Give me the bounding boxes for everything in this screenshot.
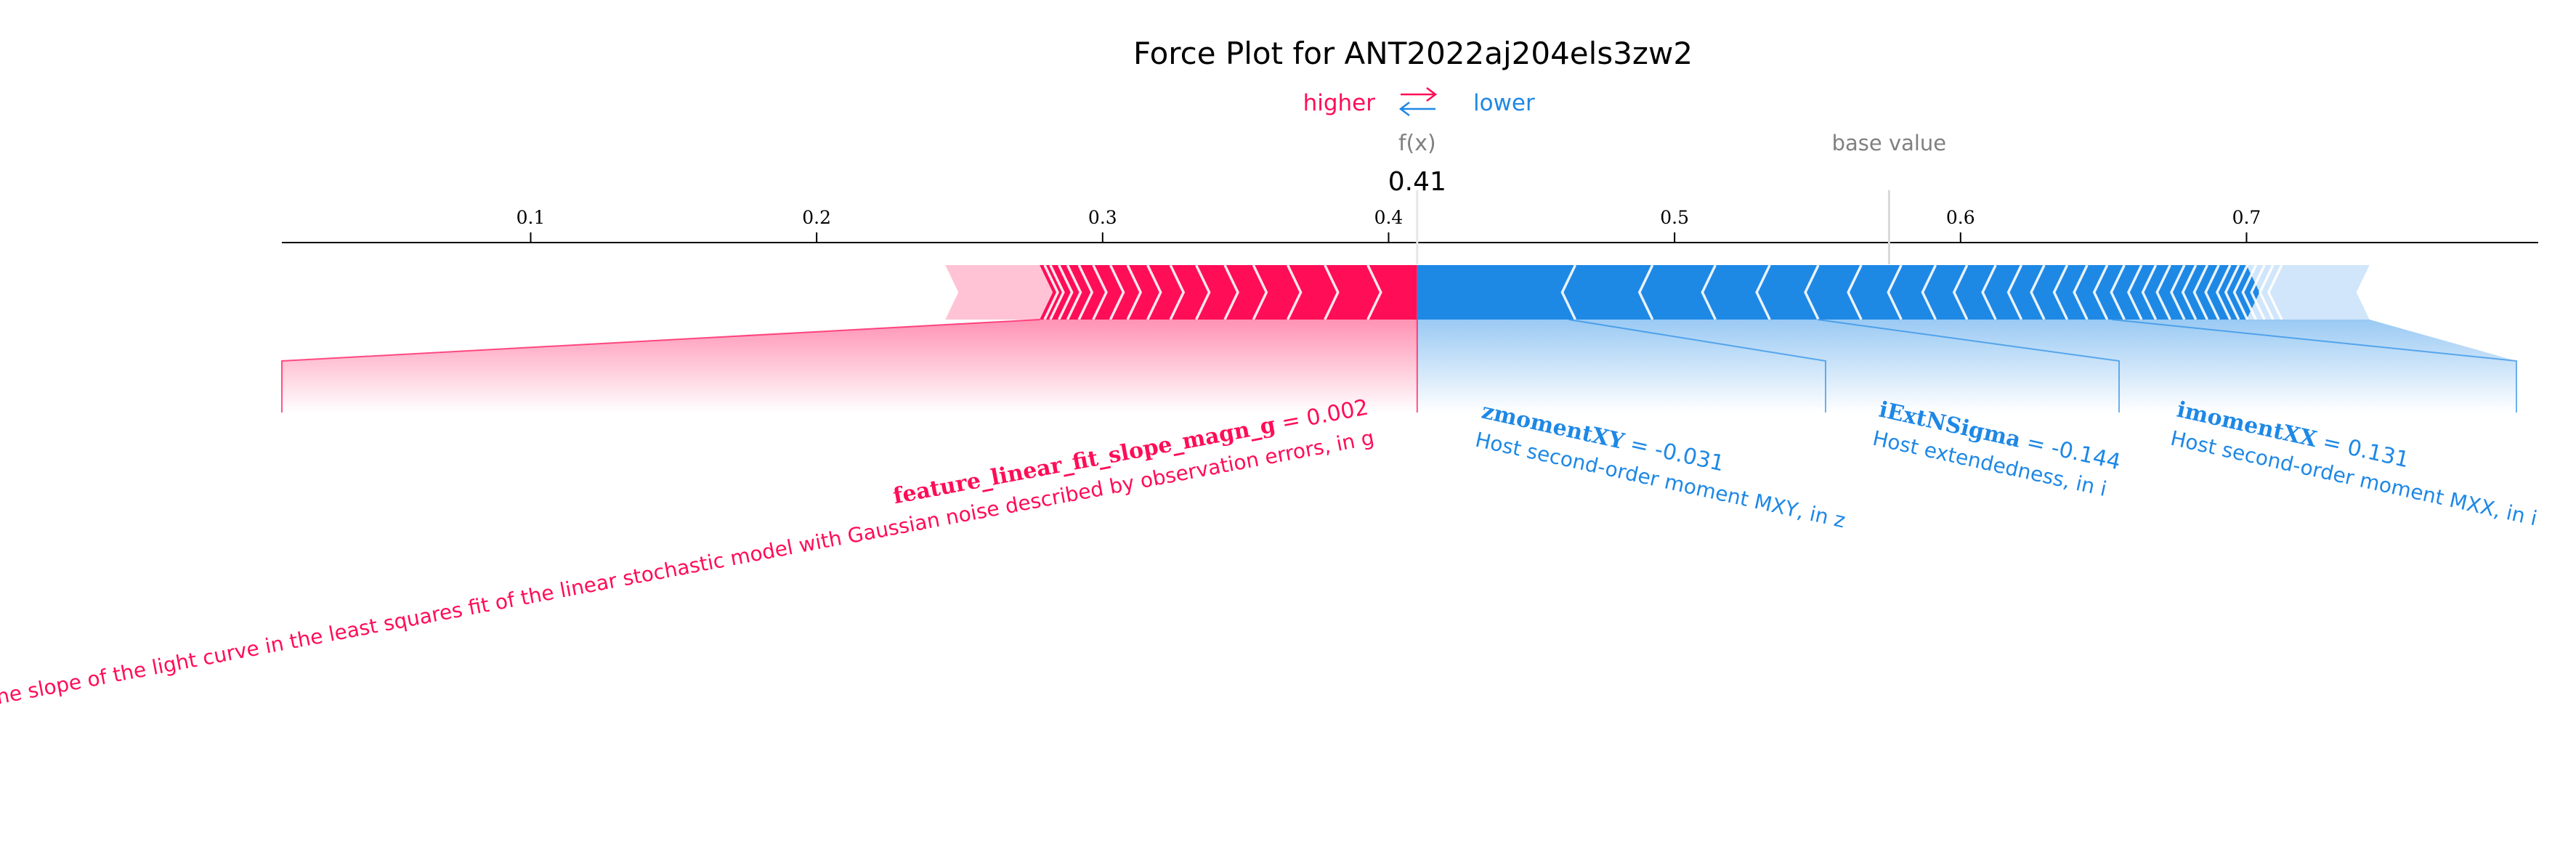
higher-separator [1043,264,1059,320]
lower-separator [1701,264,1717,320]
lower-connector [1817,319,2120,413]
higher-separator [1109,264,1125,320]
higher-separator [1366,264,1382,320]
lower-separator [1847,264,1863,320]
lower-separator [2241,264,2257,320]
lower-separator [2232,264,2249,320]
higher-separator [1286,264,1303,320]
tick-label: 0.7 [2232,207,2261,228]
higher-separator [1126,264,1143,320]
lower-separator [2267,264,2283,320]
lower-separator [2110,264,2126,320]
higher-separator [1324,264,1340,320]
chart-title: Force Plot for ANT2022aj204els3zw2 [1133,36,1693,71]
lower-separator [2250,264,2266,320]
lower-separator [1560,264,1577,320]
lower-separator [2170,264,2186,320]
base-value-label: base value [1832,131,1947,155]
feature-labels: feature_linear_fit_slope_magn_g = 0.002T… [0,394,2540,711]
tick-label: 0.3 [1088,207,1117,228]
higher-separator [1146,264,1162,320]
lower-separator [2181,264,2198,320]
higher-separator [1077,264,1094,320]
lower-separator [2030,264,2046,320]
lower-shade [1417,320,2516,413]
feature-description: The slope of the light curve in the leas… [0,426,1376,712]
tick-label: 0.2 [802,207,831,228]
lower-separator [1755,264,1771,320]
higher-separator [1066,264,1082,320]
higher-connector [281,319,1040,413]
lower-separator [2141,264,2158,320]
lower-separator [1981,264,1997,320]
lower-separator [2204,264,2220,320]
higher-separator [1223,264,1239,320]
tick-label: 0.5 [1660,207,1689,228]
lower-separator [1952,264,1969,320]
fx-label: f(x) [1398,131,1436,156]
lower-separator [2006,264,2023,320]
tick-label: 0.1 [517,207,546,228]
lower-separator [2092,264,2109,320]
lower-separator [2216,264,2232,320]
tick-label: 0.4 [1374,207,1404,228]
lower-separator [1637,264,1654,320]
lower-connector [2112,319,2517,413]
force-bands [945,264,2370,320]
higher-separator [1169,264,1186,320]
legend-lower: lower [1473,90,1535,116]
feature-connectors [281,319,2517,413]
higher-shade [282,320,1417,413]
lower-separator [2052,264,2069,320]
lower-separator [2073,264,2089,320]
lower-separator [1921,264,1937,320]
feature-label-0: feature_linear_fit_slope_magn_g = 0.002T… [0,394,1376,711]
lower-separator [2259,264,2275,320]
higher-separator [1252,264,1268,320]
legend-arrows-icon [1398,87,1438,116]
lower-separator [2192,264,2209,320]
legend-higher: higher [1303,90,1376,116]
lower-separator [2155,264,2171,320]
higher-separator [1092,264,1108,320]
higher-separator [1195,264,1211,320]
lower-band [1417,265,2260,320]
lower-separator [2224,264,2240,320]
lower-separator [1887,264,1903,320]
x-axis-ticks: 0.1 0.2 0.3 0.4 0.5 0.6 0.7 [517,207,2261,243]
lower-connector [1568,319,1826,413]
lower-separator [2126,264,2143,320]
higher-separator [1049,264,1065,320]
lower-separator [1804,264,1820,320]
tick-label: 0.6 [1946,207,1975,228]
higher-separator [1058,264,1074,320]
